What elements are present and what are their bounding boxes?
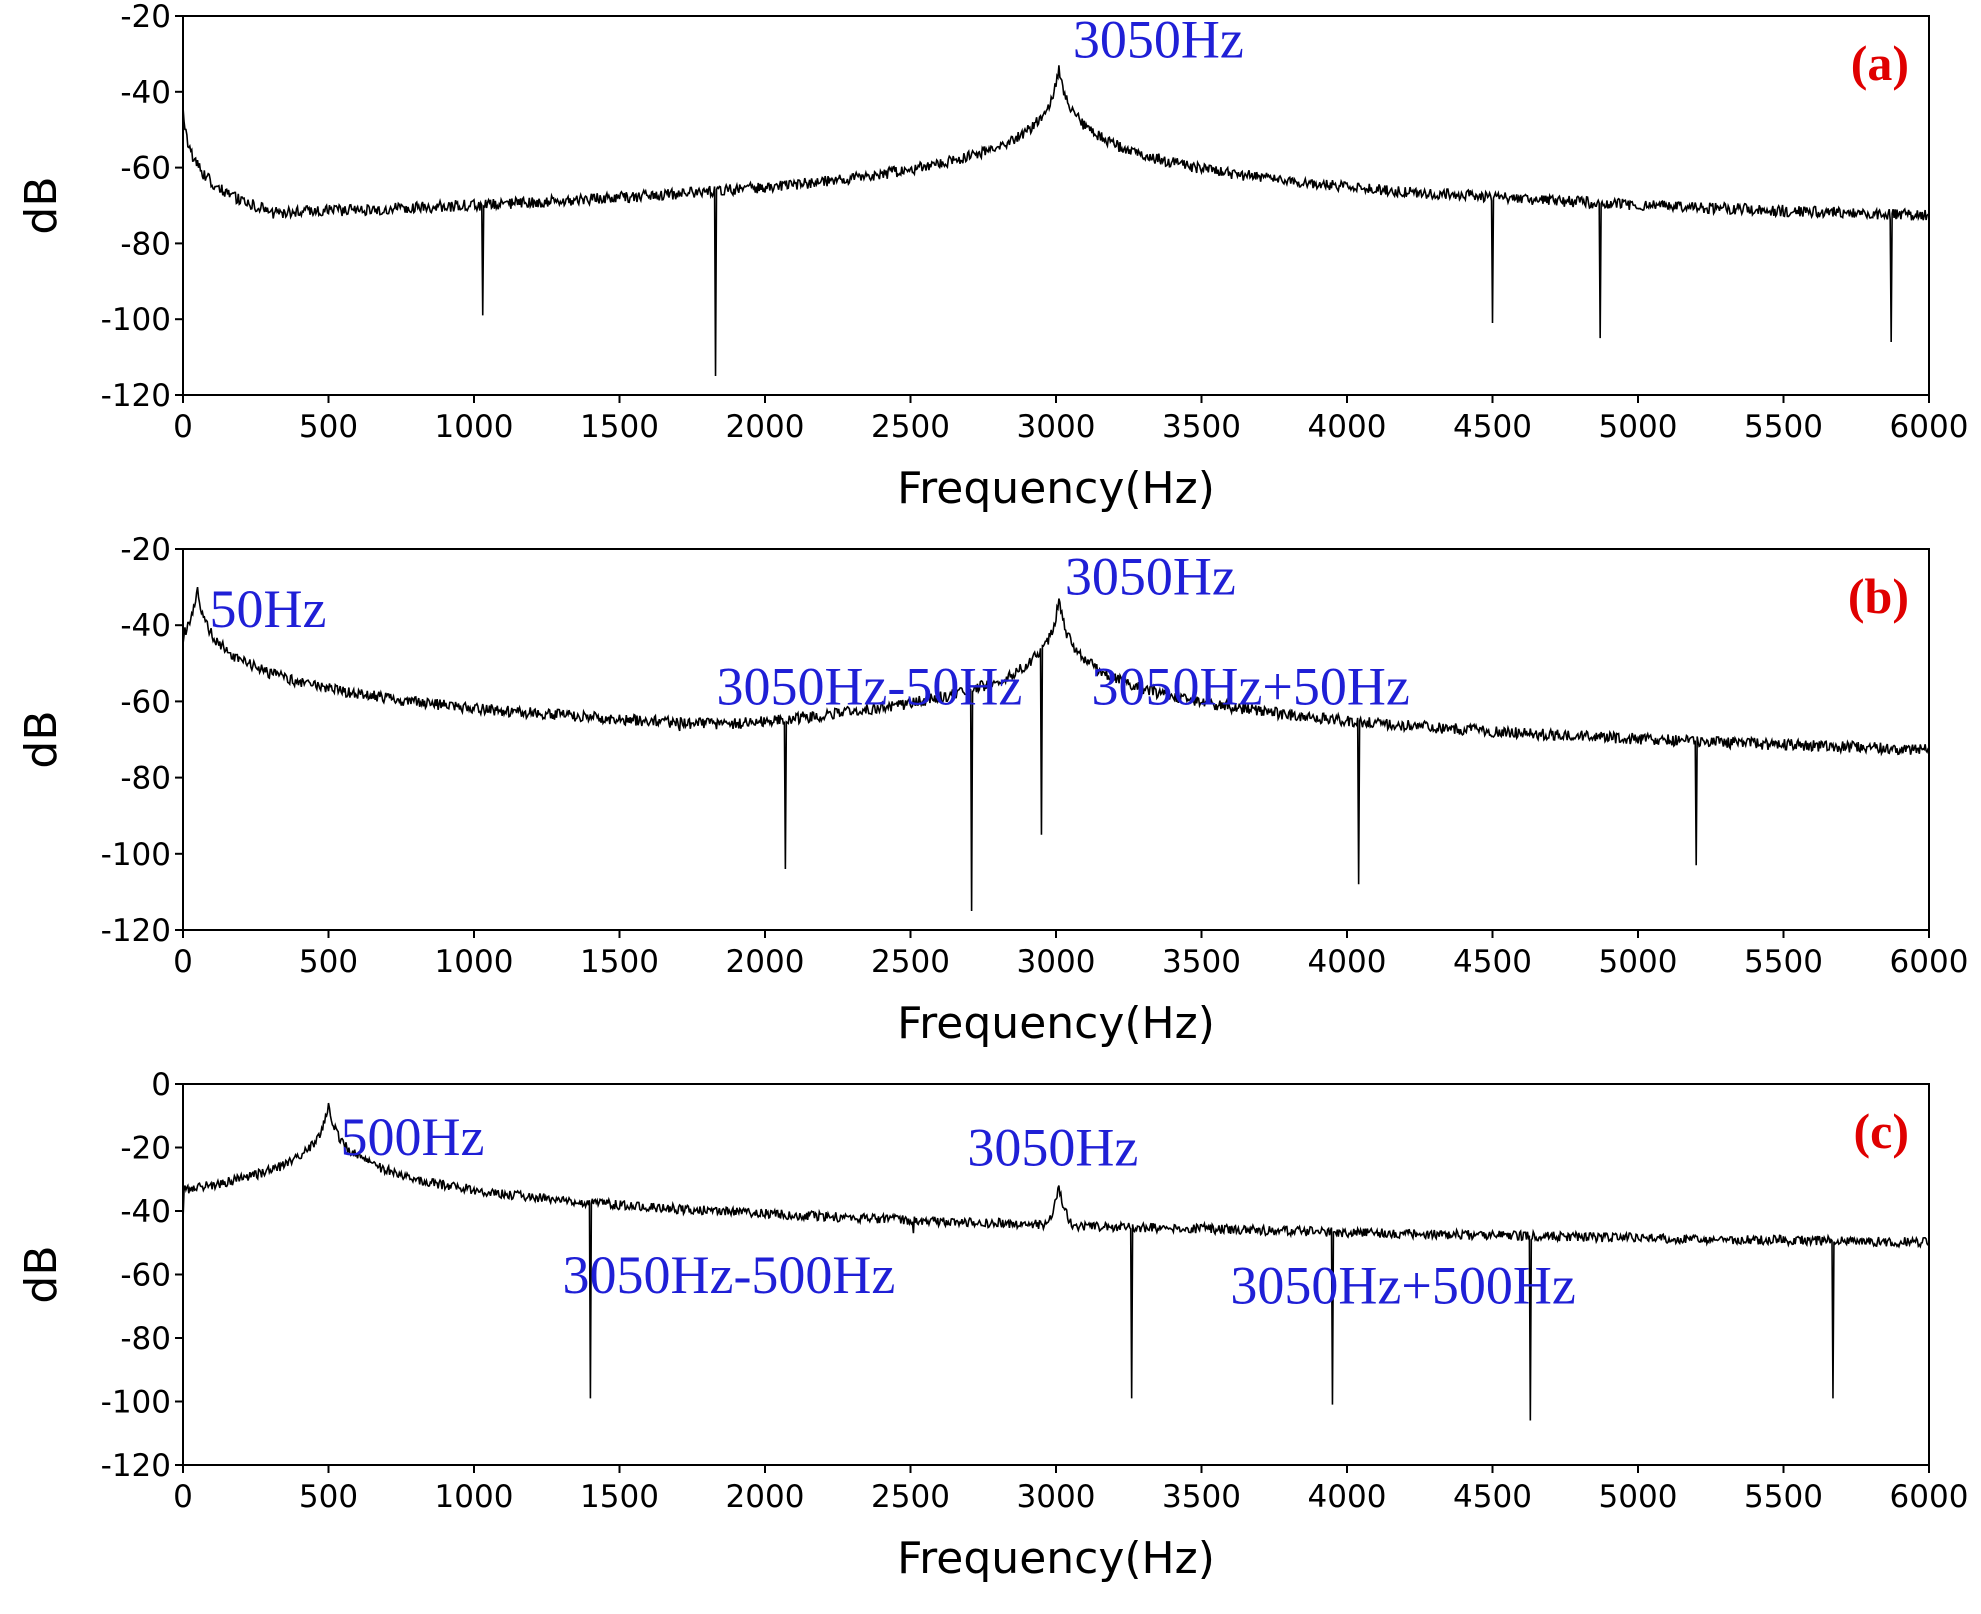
spectrum-trace [182, 586, 1930, 911]
y-tick-label: -100 [101, 837, 171, 873]
x-tick-label: 5500 [1744, 409, 1823, 445]
x-tick-label: 0 [173, 409, 193, 445]
x-tick-label: 3000 [1017, 1479, 1096, 1515]
x-tick-label: 500 [299, 409, 358, 445]
y-tick-label: -100 [101, 302, 171, 338]
x-tick-label: 6000 [1890, 409, 1969, 445]
spectrum-trace [182, 65, 1930, 377]
x-tick-label: 2500 [871, 409, 950, 445]
x-tick-label: 5500 [1744, 944, 1823, 980]
y-tick-label: -40 [120, 1194, 171, 1230]
y-tick-label: -80 [120, 226, 171, 262]
x-tick-label: 3500 [1162, 944, 1241, 980]
y-tick-label: -100 [101, 1385, 171, 1421]
x-tick-label: 0 [173, 1479, 193, 1515]
spectrum-panel-a: 0 500 1000 1500 2000 2500 3000 3500 4000 4500 5000… [16, 0, 1968, 514]
x-tick-label: 5000 [1599, 1479, 1678, 1515]
y-tick-label: -120 [101, 913, 171, 949]
peak-annotation: 3050Hz [1073, 9, 1244, 69]
y-tick-label: -20 [120, 532, 171, 568]
x-tick-label: 2000 [726, 1479, 805, 1515]
x-tick-label: 5000 [1599, 409, 1678, 445]
x-tick-label: 2500 [871, 1479, 950, 1515]
x-tick-label: 1000 [435, 1479, 514, 1515]
x-tick-label: 0 [173, 944, 193, 980]
spectrum-panel-c: 0 500 1000 1500 2000 2500 3000 3500 4000 4500 5000… [16, 1067, 1968, 1584]
x-tick-label: 3000 [1017, 409, 1096, 445]
y-tick-label: -40 [120, 608, 171, 644]
y-axis-title: dB [16, 1245, 67, 1303]
x-tick-label: 500 [299, 944, 358, 980]
x-tick-label: 4000 [1308, 944, 1387, 980]
peak-annotation: 3050Hz-50Hz [716, 656, 1022, 716]
x-tick-label: 5000 [1599, 944, 1678, 980]
peak-annotation: 3050Hz-500Hz [562, 1245, 895, 1305]
x-tick-label: 4500 [1453, 1479, 1532, 1515]
panel-label: (b) [1848, 568, 1909, 624]
y-tick-label: -60 [120, 684, 171, 720]
x-tick-label: 5500 [1744, 1479, 1823, 1515]
x-tick-label: 4000 [1308, 409, 1387, 445]
x-tick-label: 3500 [1162, 409, 1241, 445]
x-tick-label: 6000 [1890, 1479, 1969, 1515]
y-tick-label: -80 [120, 761, 171, 797]
x-tick-label: 4500 [1453, 409, 1532, 445]
peak-annotation: 3050Hz+50Hz [1091, 656, 1409, 716]
y-axis-title: dB [16, 710, 67, 768]
x-tick-label: 1500 [580, 944, 659, 980]
peak-annotation: 500Hz [341, 1107, 485, 1167]
y-tick-label: -20 [120, 0, 171, 35]
y-tick-label: -120 [101, 1448, 171, 1484]
y-axis-title: dB [16, 176, 67, 234]
y-tick-label: -60 [120, 151, 171, 187]
x-tick-label: 3500 [1162, 1479, 1241, 1515]
peak-annotation: 3050Hz+500Hz [1230, 1256, 1575, 1316]
x-tick-label: 6000 [1890, 944, 1969, 980]
x-tick-label: 2000 [726, 944, 805, 980]
peak-annotation: 3050Hz [1065, 547, 1236, 607]
peak-annotation: 50Hz [210, 579, 327, 639]
x-tick-label: 4000 [1308, 1479, 1387, 1515]
y-tick-label: -20 [120, 1131, 171, 1167]
x-tick-label: 1000 [435, 944, 514, 980]
x-axis-title: Frequency(Hz) [897, 998, 1215, 1049]
panel-label: (a) [1851, 35, 1909, 91]
x-axis-title: Frequency(Hz) [897, 463, 1215, 514]
spectrum-panel-b: 0 500 1000 1500 2000 2500 3000 3500 4000 4500 5000… [16, 532, 1968, 1049]
y-tick-label: 0 [151, 1067, 171, 1103]
y-tick-label: -80 [120, 1321, 171, 1357]
peak-annotation: 3050Hz [967, 1118, 1138, 1178]
y-tick-label: -40 [120, 75, 171, 111]
y-tick-label: -120 [101, 378, 171, 414]
x-tick-label: 500 [299, 1479, 358, 1515]
spectrum-trace [182, 1102, 1930, 1421]
x-tick-label: 4500 [1453, 944, 1532, 980]
panel-label: (c) [1854, 1103, 1910, 1159]
x-tick-label: 1000 [435, 409, 514, 445]
x-axis-title: Frequency(Hz) [897, 1533, 1215, 1584]
x-tick-label: 1500 [580, 409, 659, 445]
x-tick-label: 2000 [726, 409, 805, 445]
y-tick-label: -60 [120, 1258, 171, 1294]
x-tick-label: 3000 [1017, 944, 1096, 980]
x-tick-label: 2500 [871, 944, 950, 980]
x-tick-label: 1500 [580, 1479, 659, 1515]
